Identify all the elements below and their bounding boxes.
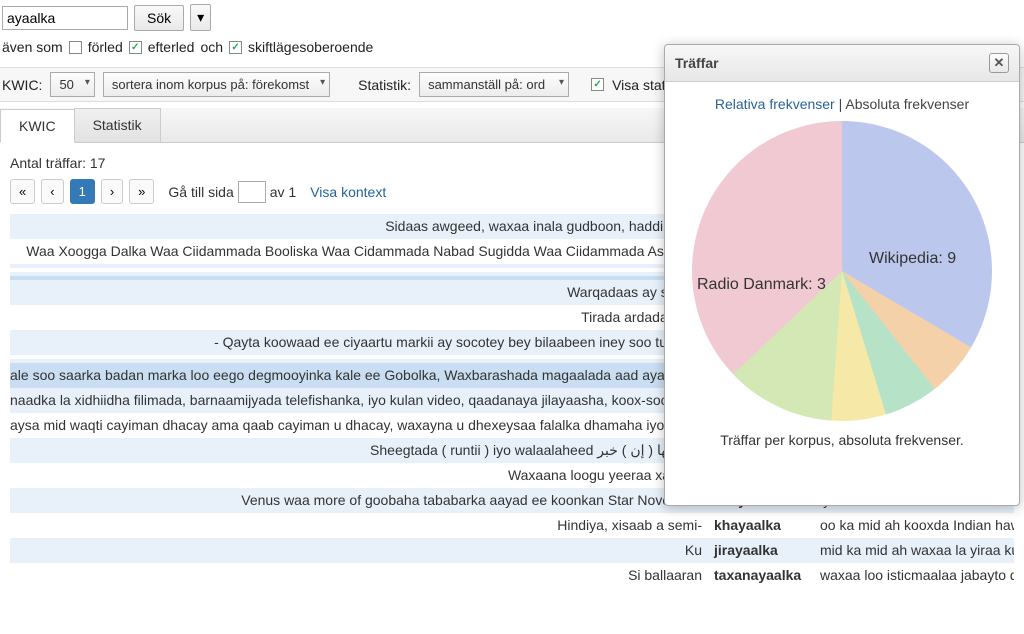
close-icon[interactable]: ✕ bbox=[989, 53, 1009, 73]
sort-corpus-select[interactable]: sortera inom korpus på: förekomst bbox=[103, 72, 330, 97]
hits-popup: Träffar ✕ Relativa frekvenser | Absoluta… bbox=[664, 44, 1020, 506]
stats-select[interactable]: sammanställ på: ord bbox=[419, 72, 569, 97]
efterled-checkbox[interactable] bbox=[129, 41, 142, 54]
goto-of: av 1 bbox=[270, 184, 296, 200]
popup-title: Träffar bbox=[675, 55, 719, 71]
pie-chart: Wikipedia: 9 Radio Danmark: 3 bbox=[687, 116, 997, 426]
search-button[interactable]: Sök bbox=[134, 5, 184, 31]
rel-freq-link[interactable]: Relativa frekvenser bbox=[715, 96, 835, 112]
also-as-label: även som bbox=[2, 39, 63, 55]
page-first[interactable]: « bbox=[10, 179, 35, 204]
abs-freq-label: Absoluta frekvenser bbox=[845, 96, 969, 112]
page-1[interactable]: 1 bbox=[70, 179, 95, 204]
kwic-row[interactable]: Kujirayaalkamid ka mid ah waxaa la yiraa… bbox=[10, 538, 1014, 563]
show-stats-checkbox[interactable] bbox=[591, 78, 604, 91]
forled-label: förled bbox=[88, 39, 123, 55]
freq-links: Relativa frekvenser | Absoluta frekvense… bbox=[715, 96, 969, 112]
search-input[interactable] bbox=[2, 6, 128, 30]
show-context-link[interactable]: Visa kontext bbox=[310, 184, 386, 200]
pie-slice-label: Wikipedia: 9 bbox=[869, 250, 956, 268]
kwic-row[interactable]: Si ballaarantaxanayaalkawaxaa loo isticm… bbox=[10, 563, 1014, 588]
case-checkbox[interactable] bbox=[229, 41, 242, 54]
stats-label: Statistik: bbox=[358, 77, 411, 93]
goto-label: Gå till sida bbox=[168, 184, 233, 200]
page-last[interactable]: » bbox=[129, 179, 154, 204]
kwic-row[interactable]: Hindiya, xisaab a semi-khayaalkaoo ka mi… bbox=[10, 513, 1014, 538]
tab-kwic[interactable]: KWIC bbox=[0, 109, 75, 143]
search-options-dropdown[interactable]: ▾ bbox=[190, 4, 211, 31]
page-prev[interactable]: ‹ bbox=[41, 179, 63, 204]
forled-checkbox[interactable] bbox=[69, 41, 82, 54]
kwic-count-select[interactable]: 50 bbox=[50, 72, 94, 97]
efterled-label: efterled bbox=[148, 39, 195, 55]
and-label: och bbox=[200, 39, 223, 55]
chart-caption: Träffar per korpus, absoluta frekvenser. bbox=[720, 432, 964, 448]
pie-slice-label: Radio Danmark: 3 bbox=[697, 276, 826, 294]
page-next[interactable]: › bbox=[101, 179, 123, 204]
kwic-count-label: KWIC: bbox=[2, 77, 42, 93]
tab-stats[interactable]: Statistik bbox=[74, 108, 161, 142]
goto-input[interactable] bbox=[238, 181, 266, 203]
case-label: skiftlägesoberoende bbox=[248, 39, 373, 55]
